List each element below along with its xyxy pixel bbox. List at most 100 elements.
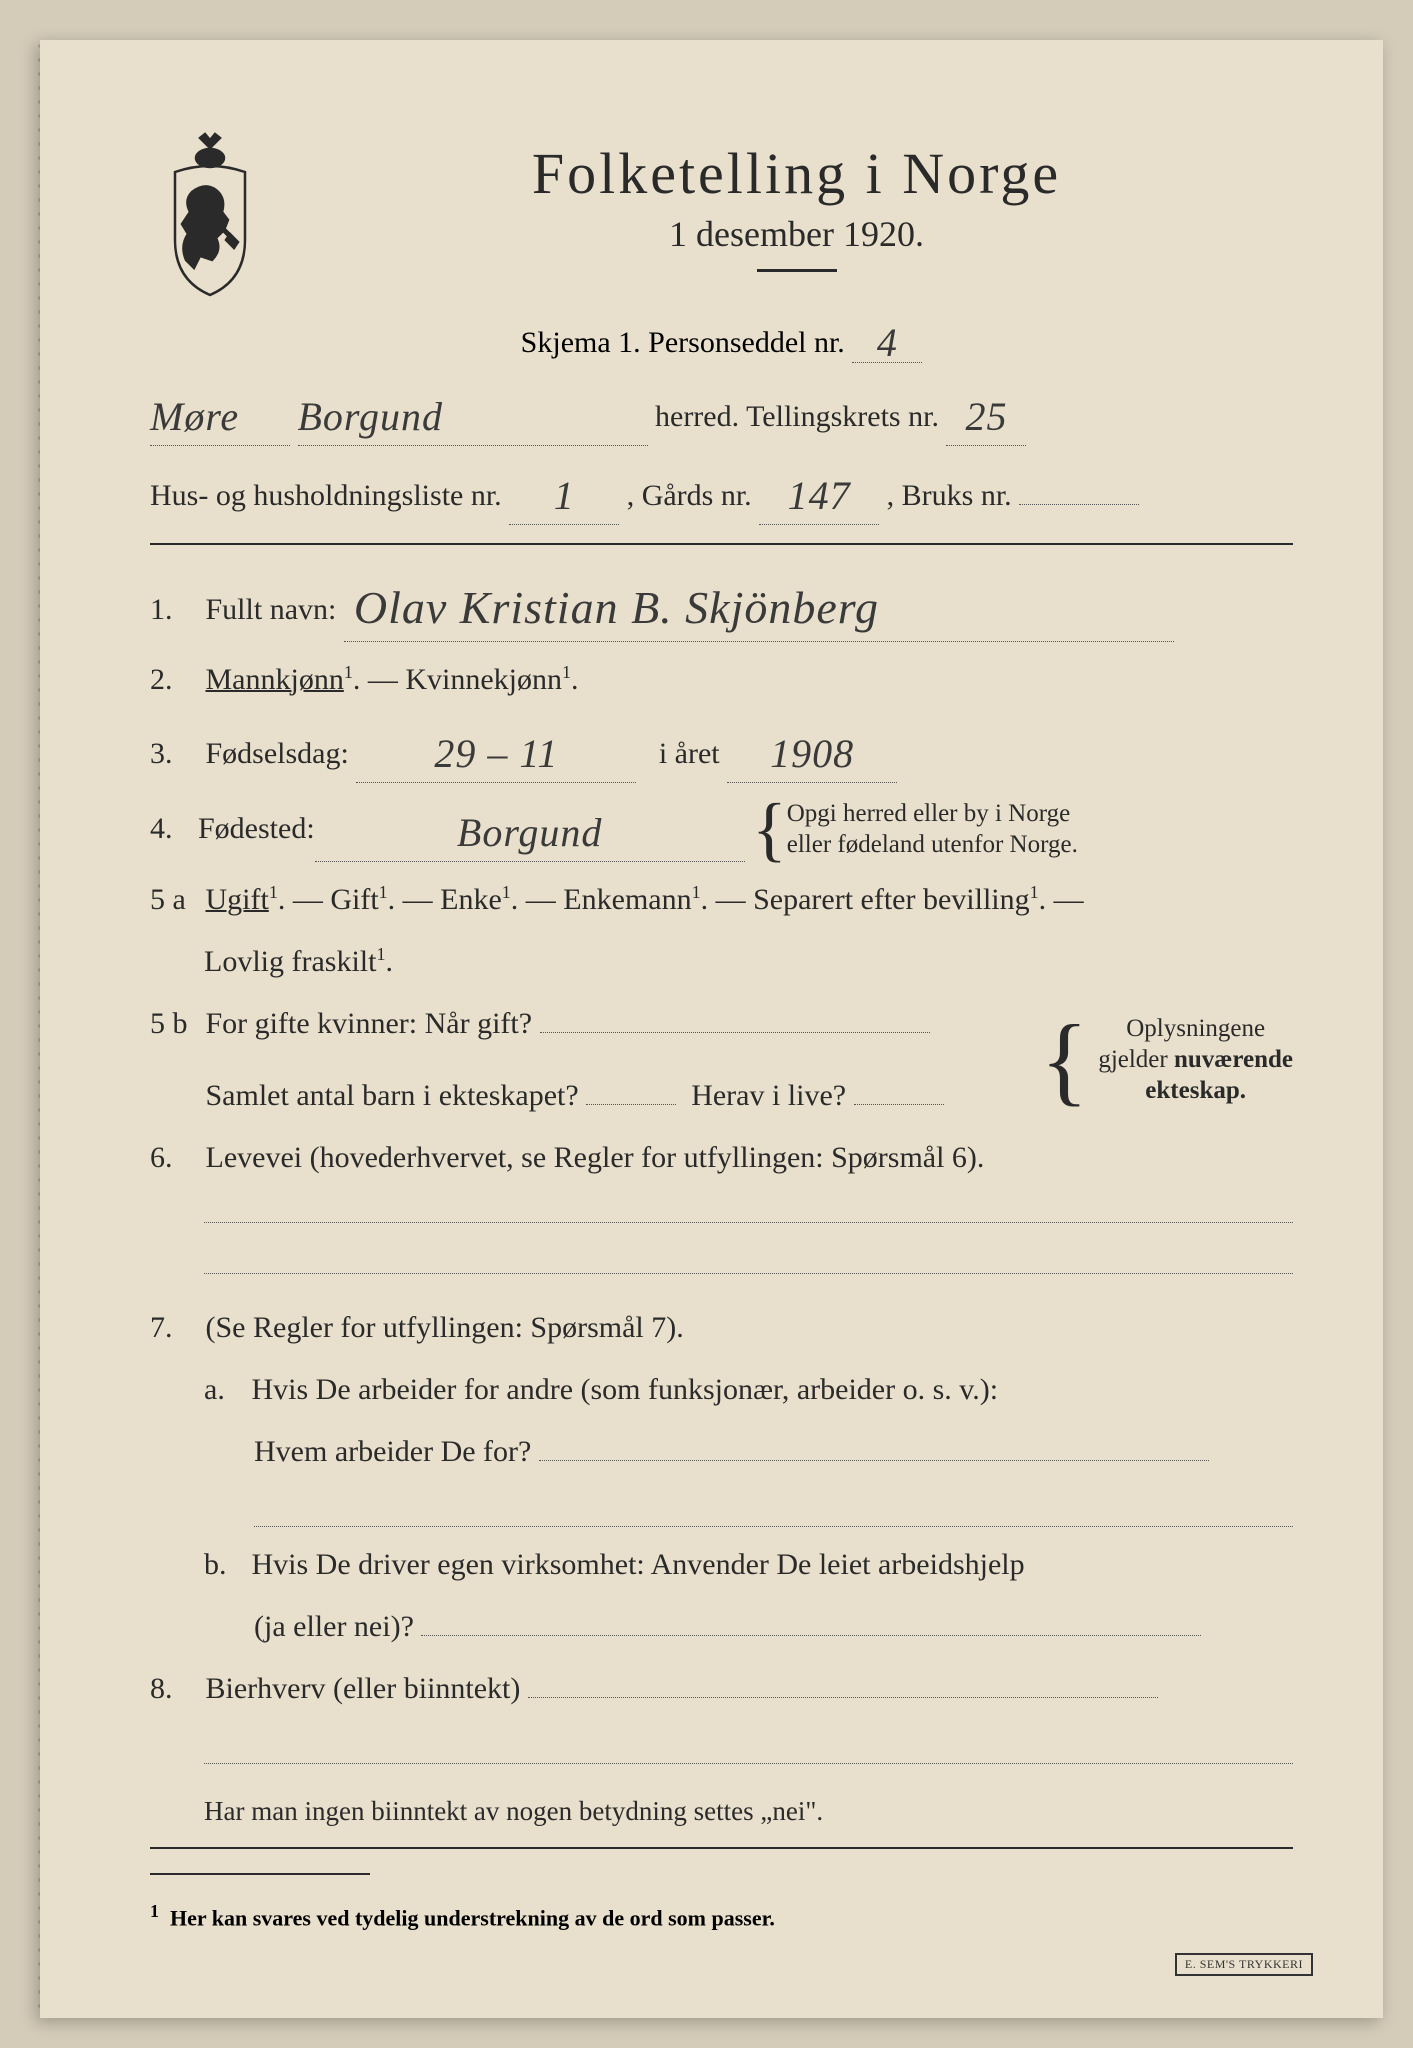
q4-value: Borgund	[457, 810, 603, 855]
q5b-block: 5 b For gifte kvinner: Når gift? Samlet …	[150, 1000, 1293, 1120]
q8-row: 8. Bierhverv (eller biinntekt)	[150, 1665, 1293, 1713]
q5b-num: 5 b	[150, 1000, 198, 1048]
footnote-sup: 1	[150, 1901, 159, 1921]
printer-stamp: E. SEM'S TRYKKERI	[1175, 1953, 1313, 1976]
hushold-row: Hus- og husholdningsliste nr. 1 , Gårds …	[150, 460, 1293, 525]
q3-row: 3. Fødselsdag: 29 – 11 i året 1908	[150, 718, 1293, 783]
title-rule	[757, 269, 837, 272]
q6-row: 6. Levevei (hovederhvervet, se Regler fo…	[150, 1134, 1293, 1182]
q7b-letter: b.	[204, 1541, 244, 1589]
q4-row: 4. Fødested: Borgund { Opgi herred eller…	[150, 797, 1293, 862]
q6-num: 6.	[150, 1134, 198, 1182]
q7b-blank	[421, 1635, 1201, 1636]
norwegian-coat-of-arms-icon	[150, 130, 270, 305]
bruks-label: , Bruks nr.	[887, 479, 1012, 512]
q2-kvinne: Kvinnekjønn	[405, 663, 562, 696]
census-form-page: Folketelling i Norge 1 desember 1920. Sk…	[40, 40, 1383, 2018]
q5a-enkemann: Enkemann	[563, 883, 691, 916]
q7b-l2: (ja eller nei)?	[254, 1610, 414, 1643]
q5b-note: Oplysningene gjelder nuværende ekteskap.	[1098, 1013, 1293, 1107]
q8-blank	[528, 1697, 1158, 1698]
q5b-note-l2a: gjelder	[1098, 1046, 1174, 1073]
q7a-l2: Hvem arbeider De for?	[254, 1435, 531, 1468]
q7a-letter: a.	[204, 1366, 244, 1414]
brace-icon: {	[752, 811, 787, 847]
divider-2	[150, 1847, 1293, 1849]
q3-year: 1908	[770, 731, 854, 776]
footnote-text: Her kan svares ved tydelig understreknin…	[170, 1905, 775, 1930]
q3-mid: i året	[659, 737, 720, 770]
q7-num: 7.	[150, 1304, 198, 1352]
q7a-row: a. Hvis De arbeider for andre (som funks…	[150, 1366, 1293, 1414]
crest-svg	[150, 130, 270, 300]
title-block: Folketelling i Norge 1 desember 1920.	[300, 130, 1293, 294]
q2-mann: Mannkjønn	[206, 663, 344, 696]
q5b-note-l3: ekteskap.	[1145, 1077, 1246, 1104]
q8-text: Bierhverv (eller biinntekt)	[206, 1672, 521, 1705]
tellingskrets-nr: 25	[965, 394, 1007, 439]
q3-day: 29 – 11	[434, 731, 558, 776]
q7b-l1: Hvis De driver egen virksomhet: Anvender…	[252, 1548, 1025, 1581]
q7-text: (Se Regler for utfyllingen: Spørsmål 7).	[206, 1311, 684, 1344]
q6-text: Levevei (hovederhvervet, se Regler for u…	[206, 1141, 985, 1174]
q8-num: 8.	[150, 1665, 198, 1713]
gards-nr: 147	[788, 473, 851, 518]
q1-num: 1.	[150, 586, 198, 634]
q5a-separert: Separert efter bevilling	[753, 883, 1030, 916]
q7a-blank	[539, 1460, 1209, 1461]
skjema-label: Skjema 1. Personseddel nr.	[521, 326, 845, 359]
q5b-l2a: Samlet antal barn i ekteskapet?	[206, 1079, 579, 1112]
q2-num: 2.	[150, 656, 198, 704]
q5a-num: 5 a	[150, 876, 198, 924]
q4-note-l1: Opgi herred eller by i Norge	[787, 800, 1070, 827]
q2-row: 2. Mannkjønn1. — Kvinnekjønn1.	[150, 656, 1293, 704]
hushold-nr: 1	[554, 473, 575, 518]
q1-value: Olav Kristian B. Skjönberg	[354, 582, 879, 633]
q7b-row2: (ja eller nei)?	[150, 1603, 1293, 1651]
q4-note: Opgi herred eller by i Norge eller fødel…	[787, 798, 1078, 861]
q5b-l2b: Herav i live?	[691, 1079, 846, 1112]
dotted-3	[254, 1526, 1293, 1527]
q5a-enke: Enke	[440, 883, 502, 916]
q7b-row: b. Hvis De driver egen virksomhet: Anven…	[150, 1541, 1293, 1589]
q1-label: Fullt navn:	[206, 593, 337, 626]
herred-label: herred. Tellingskrets nr.	[655, 400, 939, 433]
q7a-row2: Hvem arbeider De for?	[150, 1428, 1293, 1476]
dotted-4	[204, 1763, 1293, 1764]
brace-icon-2: {	[1040, 1035, 1088, 1085]
q5b-row2: Samlet antal barn i ekteskapet? Herav i …	[150, 1072, 1030, 1120]
q5b-note-l2b: nuværende	[1174, 1046, 1293, 1073]
herred-value: Borgund	[298, 394, 444, 439]
q7-row: 7. (Se Regler for utfyllingen: Spørsmål …	[150, 1304, 1293, 1352]
q3-label: Fødselsdag:	[206, 737, 349, 770]
q1-row: 1. Fullt navn: Olav Kristian B. Skjönber…	[150, 567, 1293, 642]
q5b-blank3	[854, 1104, 944, 1105]
footnote: 1 Her kan svares ved tydelig understrekn…	[150, 1893, 1293, 1931]
q5b-blank2	[586, 1104, 676, 1105]
q5a-row2: Lovlig fraskilt1.	[150, 938, 1293, 986]
header: Folketelling i Norge 1 desember 1920.	[150, 130, 1293, 305]
main-title: Folketelling i Norge	[300, 140, 1293, 207]
q5b-row1: 5 b For gifte kvinner: Når gift?	[150, 1000, 1030, 1048]
q4-num: 4.	[150, 805, 198, 853]
skjema-row: Skjema 1. Personseddel nr. 4	[150, 315, 1293, 363]
q5b-blank1	[540, 1032, 930, 1033]
region-value: Møre	[150, 394, 239, 439]
personseddel-nr: 4	[877, 320, 898, 365]
q4-note-l2: eller fødeland utenfor Norge.	[787, 831, 1078, 858]
footnote-rule	[150, 1873, 370, 1875]
q5a-gift: Gift	[330, 883, 378, 916]
divider-1	[150, 543, 1293, 545]
q5b-l1: For gifte kvinner: Når gift?	[206, 1007, 533, 1040]
hushold-label: Hus- og husholdningsliste nr.	[150, 479, 502, 512]
dotted-1	[204, 1222, 1293, 1223]
note-bottom: Har man ingen biinntekt av nogen betydni…	[150, 1790, 1293, 1833]
dotted-2	[204, 1273, 1293, 1274]
q5a-ugift: Ugift	[206, 883, 269, 916]
q5a-lovlig: Lovlig fraskilt	[204, 945, 376, 978]
gards-label: , Gårds nr.	[627, 479, 752, 512]
q3-num: 3.	[150, 730, 198, 778]
q7a-l1: Hvis De arbeider for andre (som funksjon…	[252, 1373, 999, 1406]
q4-label: Fødested:	[198, 805, 315, 853]
herred-row: Møre Borgund herred. Tellingskrets nr. 2…	[150, 381, 1293, 446]
